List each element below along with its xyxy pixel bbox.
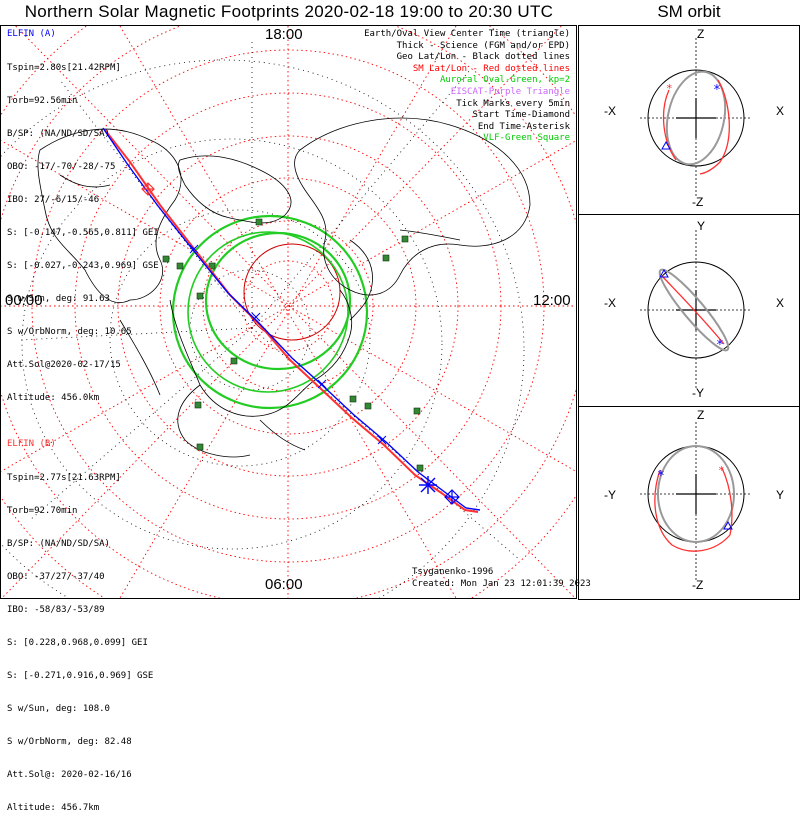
page-title: Northern Solar Magnetic Footprints 2020-… — [24, 2, 554, 21]
orbit-panel-xz — [578, 25, 800, 215]
elfin-b-line: S w/Sun, deg: 108.0 — [7, 704, 110, 714]
sm-pole-circle — [243, 243, 341, 341]
legend-item: SM Lat/Lon - Red dotted lines — [412, 63, 570, 74]
orbit-yz-left: -Y — [604, 488, 616, 502]
elfin-b-line: S w/OrbNorm, deg: 82.48 — [7, 737, 132, 747]
elfin-a-name: ELFIN (A) — [7, 29, 56, 39]
lt-label-left: 00:00 — [5, 292, 43, 309]
elfin-a-info: Tspin=2.80s[21.42RPM] Torb=92.56min B/SP… — [7, 41, 159, 415]
legend-item: Start Time-Diamond — [472, 110, 570, 121]
orbit-yz-right: Y — [776, 488, 785, 502]
legend-item: Geo Lat/Lon - Black dotted lines — [396, 52, 570, 63]
orbit-yz-bottom: -Z — [692, 578, 704, 592]
legend-item: Auroral Oval-Green, kp=2 — [439, 75, 570, 86]
footprint-map — [1, 26, 576, 598]
footer-credit: Tsyganenko-1996 — [412, 567, 494, 577]
elfin-a-track — [102, 127, 481, 511]
elfin-b-line: S: [-0.271,0.916,0.969] GSE — [7, 671, 154, 681]
elfin-b-line: Altitude: 456.7km — [7, 803, 100, 813]
orbit-xz-bottom: -Z — [692, 195, 704, 209]
orbit-xy-left: -X — [604, 296, 616, 310]
elfin-a-line: IBO: 27/-6/15/-46 — [7, 195, 100, 205]
elfin-a-line: S: [-0.027,-0.243,0.969] GSE — [7, 261, 159, 271]
footer-created: Created: Mon Jan 23 12:01:39 2023 — [412, 579, 591, 589]
legend-item: VLF-Green Square — [483, 133, 570, 144]
legend-item: End Time-Asterisk — [477, 121, 570, 132]
legend-item: Tick Marks every 5min — [456, 98, 570, 109]
elfin-b-name: ELFIN (B) — [7, 439, 56, 449]
footprint-map-frame — [0, 25, 577, 599]
legend: Earth/Oval View Center Time (triangle) Th… — [364, 29, 570, 145]
orbit-xy-top: Y — [697, 219, 706, 233]
coastlines — [37, 117, 531, 458]
orbit-xy-right: X — [776, 296, 785, 310]
start-diamonds — [141, 182, 460, 505]
elfin-a-line: B/SP: (NA/ND/SD/SA) — [7, 129, 110, 139]
legend-item: EISCAT-Purple Triangle — [450, 86, 570, 97]
orbit-panel-yz — [578, 406, 800, 600]
elfin-a-line: S w/OrbNorm, deg: 10.65 — [7, 327, 132, 337]
orbit-xz-right: X — [776, 104, 785, 118]
elfin-a-line: Tspin=2.80s[21.42RPM] — [7, 63, 121, 73]
elfin-b-line: Att.Sol@: 2020-02-16/16 — [7, 770, 132, 780]
elfin-a-line: S: [-0.147,-0.565,0.811] GEI — [7, 228, 159, 238]
elfin-a-line: Att.Sol@2020-02-17/15 — [7, 360, 121, 370]
legend-item: Thick - Science (FGM and/or EPD) — [396, 40, 570, 51]
auroral-oval — [171, 214, 369, 410]
geo-grid — [1, 40, 525, 598]
elfin-b-line: Tspin=2.77s[21.63RPM] — [7, 473, 121, 483]
elfin-a-line: OBO: -17/-70/-28/-75 — [7, 162, 116, 172]
elfin-a-line: S w/Sun, deg: 91.63 — [7, 294, 110, 304]
lt-label-right: 12:00 — [533, 292, 571, 309]
orbit-panel-xy — [578, 214, 800, 407]
vlf-stations — [162, 218, 424, 472]
elfin-b-line: OBO: -37/27/-37/40 — [7, 572, 105, 582]
legend-item: Earth/Oval View Center Time (triangle) — [364, 29, 570, 39]
elfin-b-track — [104, 129, 479, 513]
orbit-yz-top: Z — [697, 408, 705, 422]
orbit-xy-bottom: -Y — [692, 386, 704, 400]
tick-marks — [189, 244, 387, 445]
elfin-b-line: B/SP: (NA/ND/SD/SA) — [7, 539, 110, 549]
elfin-b-line: Torb=92.70min — [7, 506, 78, 516]
lt-label-top: 18:00 — [265, 26, 303, 43]
lt-label-bottom: 06:00 — [265, 576, 303, 593]
orbit-xz-top: Z — [697, 27, 705, 41]
orbit-xz-left: -X — [604, 104, 616, 118]
elfin-b-info: Tspin=2.77s[21.63RPM] Torb=92.70min B/SP… — [7, 451, 153, 825]
elfin-a-line: Torb=92.56min — [7, 96, 78, 106]
elfin-a-line: Altitude: 456.0km — [7, 393, 100, 403]
orbit-title: SM orbit — [657, 2, 721, 21]
sm-grid — [1, 26, 576, 598]
elfin-b-line: S: [0.228,0.968,0.099] GEI — [7, 638, 148, 648]
end-asterisk — [419, 476, 437, 494]
elfin-b-line: IBO: -58/83/-53/89 — [7, 605, 105, 615]
